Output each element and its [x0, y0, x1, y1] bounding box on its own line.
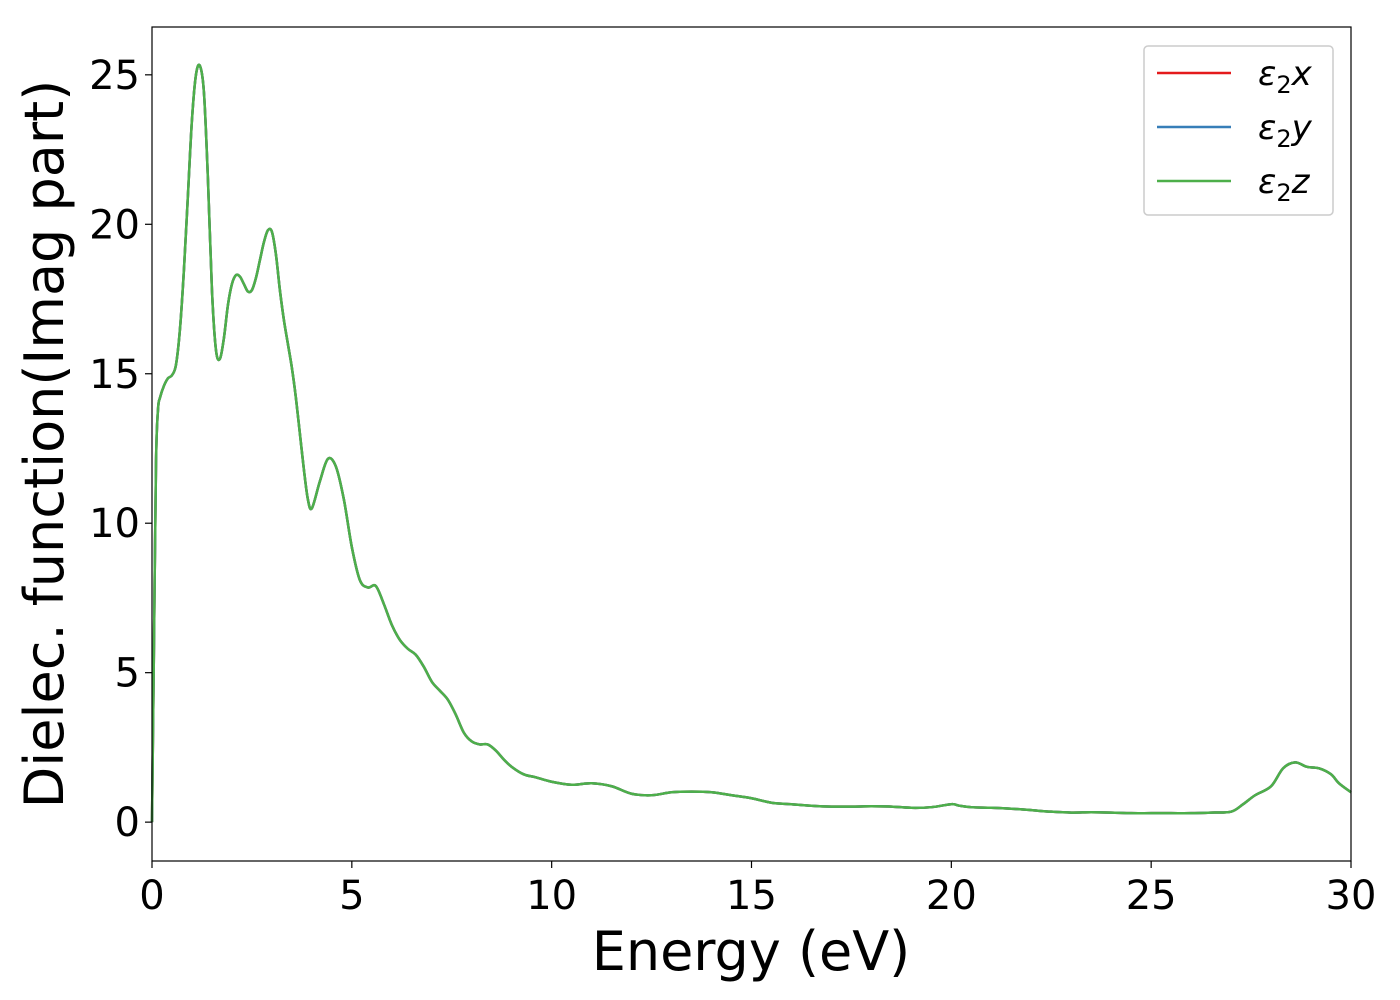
legend-box: [1143, 45, 1334, 216]
x-tick-label: 5: [339, 873, 364, 919]
x-tick-label: 25: [1126, 873, 1177, 919]
legend-label-y: ε2y: [1258, 108, 1313, 153]
x-tick-label: 15: [726, 873, 777, 919]
x-tick-label: 10: [526, 873, 577, 919]
y-ticks: 0 5 10 15 20 25: [89, 53, 152, 846]
x-tick-label: 20: [926, 873, 977, 919]
legend-label-x: ε2x: [1258, 54, 1313, 99]
y-tick-label: 5: [115, 651, 140, 697]
y-tick-label: 15: [89, 352, 140, 398]
x-tick-label: 0: [139, 873, 164, 919]
y-tick-label: 0: [115, 800, 140, 846]
series-line-z: [150, 63, 1352, 823]
y-axis-label: Dielec. function(Imag part): [13, 80, 76, 809]
legend-label-z: ε2z: [1258, 162, 1311, 207]
y-tick-label: 20: [89, 202, 140, 248]
series-lines: [150, 63, 1352, 823]
legend: ε2x ε2y ε2z: [1143, 45, 1334, 216]
x-tick-label: 30: [1326, 873, 1377, 919]
y-tick-label: 25: [89, 53, 140, 99]
x-ticks: 0 5 10 15 20 25 30: [139, 861, 1376, 919]
y-tick-label: 10: [89, 501, 140, 547]
x-axis-label: Energy (eV): [592, 920, 911, 983]
